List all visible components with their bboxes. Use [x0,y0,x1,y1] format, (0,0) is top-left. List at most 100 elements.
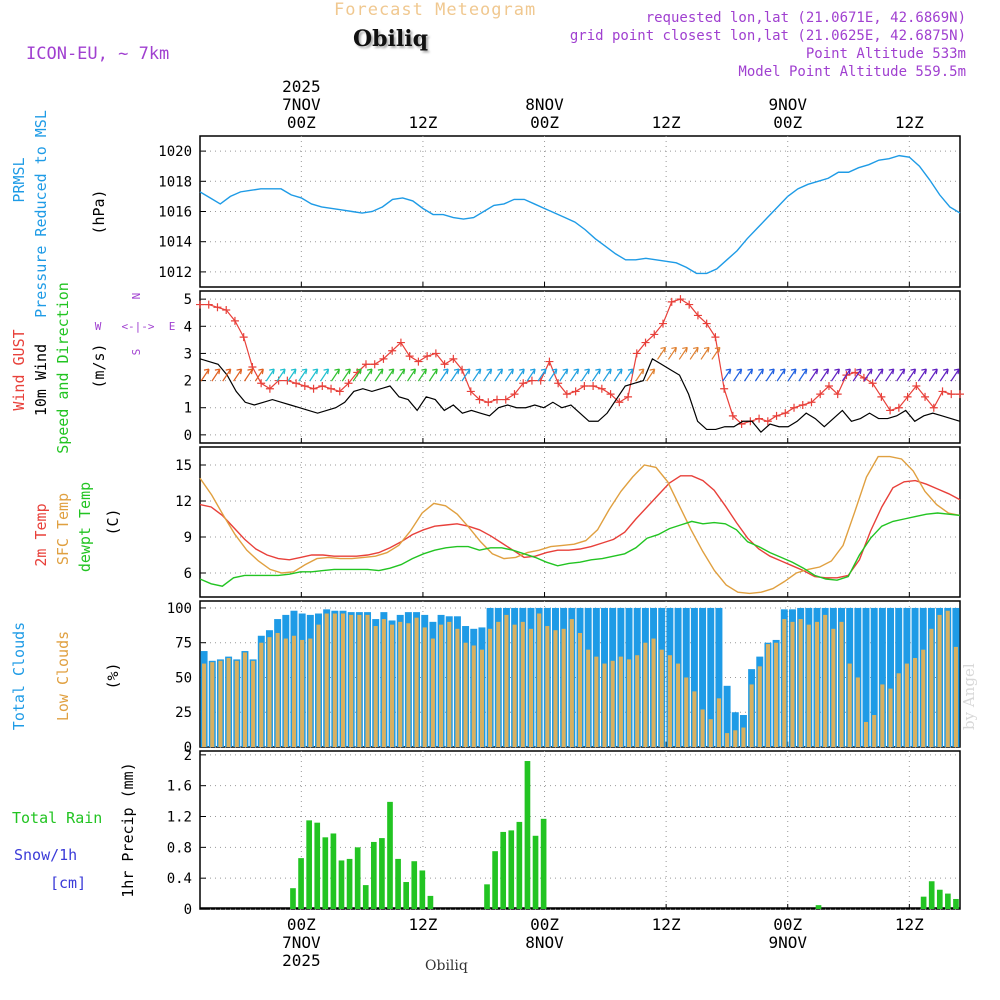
gust-marker [877,392,886,401]
wind-direction-arrow [689,346,699,360]
low-cloud-bar [684,677,689,747]
wind-direction-arrow [276,368,286,382]
gust-marker [370,360,379,369]
wind-direction-arrow [407,368,417,382]
y-tick-label: 75 [175,636,192,652]
top-hour-label: 00Z [773,113,802,132]
gust-marker [615,398,624,407]
top-date-label: 9NOV [768,95,807,114]
low-cloud-bar [537,613,542,747]
y-tick-label: 1018 [158,174,192,190]
gust-marker [501,395,510,404]
pressure-line [199,154,961,275]
gust-marker [851,368,860,377]
total-cloud-bar [690,607,698,747]
gust-marker [763,417,772,426]
low-cloud-bar [340,613,346,747]
total-cloud-bar [862,607,870,747]
precip-bar [290,888,296,909]
low-cloud-bar [749,684,754,747]
wind-direction-arrow [917,368,927,382]
gust-marker [816,390,825,399]
top-hour-label: 12Z [652,113,681,132]
gust-marker [318,382,327,390]
wind-direction-arrow [776,368,786,382]
y-tick-label: 1.2 [167,810,192,826]
top-year-label: 2025 [282,77,321,96]
wind-direction-arrow [504,368,514,382]
top-hour-label: 12Z [895,113,924,132]
gust-marker [484,398,493,407]
y-tick-label: 6 [184,566,192,582]
gust-marker [728,411,737,420]
wind-direction-arrow [657,346,667,360]
low-cloud-bar [626,659,632,747]
precip-bar [427,895,434,909]
wind-direction-arrow [939,368,949,382]
location-title: Obiliq [353,26,429,52]
y-tick-label: 5 [184,292,192,308]
gust-marker [493,395,502,404]
wind-direction-arrow [809,368,819,382]
gust-marker [720,384,729,393]
total-clouds-label: Total Clouds [10,622,28,730]
y-tick-label: 1 [184,401,192,417]
low-cloud-bar [945,610,950,747]
low-cloud-bar [390,624,395,747]
low-cloud-bar [291,635,297,747]
gust-marker [545,357,554,366]
gust-marker [519,379,528,388]
wind-direction-arrow [200,368,210,382]
low-cloud-bar [300,639,305,747]
low-cloud-bar [790,621,795,747]
compass-south: S [130,349,143,356]
gust-marker [335,387,344,396]
precip-bar [371,841,377,909]
y-tick-label: 0.4 [167,871,192,887]
precip-bar [516,821,523,909]
gust-marker [388,346,397,355]
y-tick-label: 100 [167,601,192,617]
precip-bar [387,801,393,909]
precip-bar [354,847,361,909]
low-cloud-bar [741,727,746,747]
low-cloud-bar [316,624,321,747]
wind-direction-arrow [798,368,808,382]
gust-line [200,298,960,425]
precip-bar [920,896,927,909]
total-cloud-bar [731,712,739,747]
low-cloud-bar [512,624,517,747]
wind-label: 10m Wind [32,344,50,416]
wind-direction-arrow [341,368,351,382]
total-cloud-bar [723,685,731,747]
precip-bar [945,893,951,909]
low-cloud-bar [545,626,550,747]
gust-marker [807,398,816,407]
wind-direction-arrow [417,368,427,382]
wind-direction-arrow [646,368,656,382]
low-cloud-bar [251,660,256,747]
top-date-label: 7NOV [282,95,321,114]
low-cloud-bar [880,684,885,747]
wind-direction-arrow [309,368,319,382]
low-cloud-bar [708,719,713,747]
y-tick-label: 0.8 [167,840,192,856]
total-cloud-bar [870,607,878,747]
total-cloud-bar [887,607,895,747]
precip-bar [540,818,547,909]
precip-bar [411,861,418,909]
temp-line-0 [199,475,961,579]
wind-direction-arrow [526,368,536,382]
wind-direction-arrow [787,368,797,382]
wind-direction-arrow [613,368,623,382]
top-hour-label: 12Z [408,113,437,132]
y-tick-label: 50 [175,670,192,686]
gust-marker [344,379,353,388]
precip-bar [524,761,531,909]
low-cloud-bar [863,721,869,747]
total-cloud-bar [699,607,707,747]
low-cloud-bar [398,621,403,747]
low-cloud-bar [406,623,411,747]
low-cloud-bar [569,619,574,747]
gust-marker [685,300,694,309]
